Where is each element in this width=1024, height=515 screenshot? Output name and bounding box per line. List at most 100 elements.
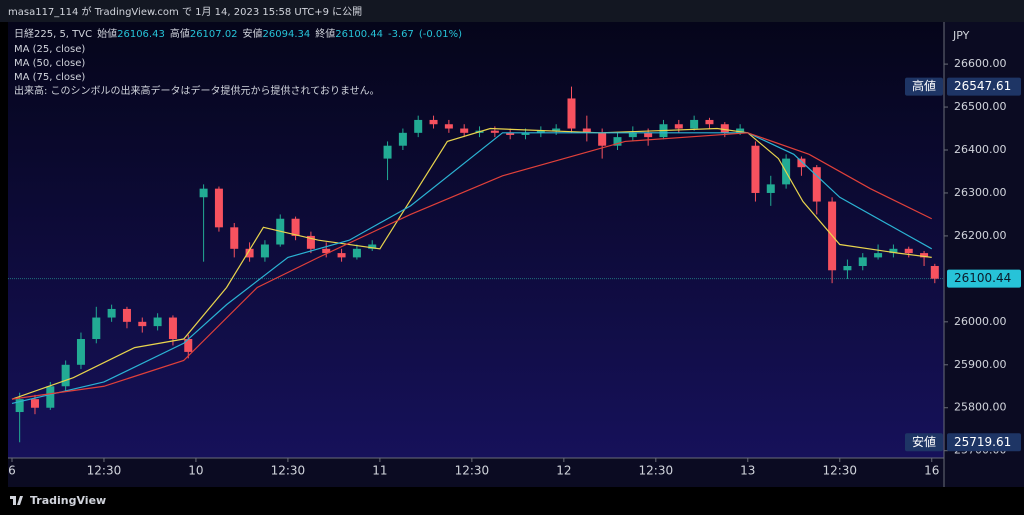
ma-line — [11, 132, 933, 400]
candle-body — [30, 399, 39, 408]
ma-line — [11, 127, 932, 400]
legend-item: 安値 — [243, 27, 263, 40]
legend-item: (-0.01%) — [419, 29, 462, 40]
marker-box — [947, 433, 1021, 452]
candle-body — [598, 132, 607, 146]
candle-body — [414, 119, 423, 133]
legend-item: -3.67 — [388, 29, 414, 40]
candle-body — [582, 128, 591, 133]
candle-body — [874, 253, 883, 258]
candle-body — [644, 132, 653, 138]
candle-body — [92, 317, 101, 340]
candle-body — [122, 308, 131, 322]
candle-body — [797, 158, 806, 168]
y-tick-label: 25900.00 — [954, 358, 1007, 371]
candle-body — [858, 257, 867, 266]
y-tick-label: 26000.00 — [954, 315, 1007, 328]
legend-item: 日経225, 5, TVC — [14, 27, 92, 40]
marker-label: 安値 — [912, 434, 936, 449]
candle-body — [260, 244, 269, 258]
candle-body — [843, 265, 852, 271]
candle-body — [506, 132, 515, 135]
top-bar — [0, 0, 1024, 22]
candle-body — [444, 124, 453, 129]
candle-body — [720, 124, 729, 133]
legend-ohlc: 日経225, 5, TVC 始値26106.43 高値26107.02 安値26094… — [14, 27, 462, 40]
x-tick-label: 12:30 — [639, 464, 674, 478]
x-tick-label: 10 — [188, 464, 203, 478]
candle-body — [736, 128, 745, 133]
candle-body — [889, 248, 898, 254]
candle-body — [214, 188, 223, 228]
time-axis — [8, 458, 944, 487]
candle-body — [168, 317, 177, 340]
candle-body — [76, 339, 85, 365]
y-tick-label: 26600.00 — [954, 57, 1007, 70]
candle-body — [184, 339, 193, 352]
y-tick-label: 26400.00 — [954, 143, 1007, 156]
brand: TradingView — [30, 494, 106, 507]
candle-body — [751, 145, 760, 193]
y-tick-label: 26500.00 — [954, 100, 1007, 113]
legend-item: 始値 — [97, 27, 117, 40]
candle-body — [552, 128, 561, 131]
x-tick-label: 16 — [924, 464, 939, 478]
candle-body — [460, 128, 469, 133]
legend-item: 26106.43 — [117, 29, 165, 40]
x-tick-label: 6 — [8, 464, 16, 478]
candle-body — [153, 317, 162, 327]
legend-indicator: MA (50, close) — [14, 58, 85, 69]
y-tick-label: 26300.00 — [954, 186, 1007, 199]
candle-body — [490, 130, 499, 133]
candle-body — [613, 137, 622, 146]
legend-item: 26094.34 — [263, 29, 311, 40]
plot-area — [8, 22, 944, 458]
x-tick-label: 12:30 — [822, 464, 857, 478]
candle-body — [904, 248, 913, 254]
candle-body — [429, 119, 438, 125]
ma-line — [11, 132, 933, 405]
candle-body — [199, 188, 208, 198]
legend-item: 26100.44 — [335, 29, 383, 40]
candle-body — [15, 399, 24, 413]
x-tick-label: 11 — [372, 464, 387, 478]
candle-body — [230, 227, 239, 249]
x-tick-label: 12:30 — [271, 464, 306, 478]
candle-body — [920, 253, 929, 258]
candle-body — [536, 130, 545, 133]
candle-body — [306, 235, 315, 249]
candle-body — [61, 364, 70, 387]
publish-info: masa117_114 が TradingView.com で 1月 14, 2… — [8, 5, 362, 18]
candle-body — [521, 132, 530, 135]
candle-body — [705, 119, 714, 125]
x-tick-label: 12:30 — [455, 464, 490, 478]
volume-note: 出来高: このシンボルの出来高データはデータ提供元から提供されておりません。 — [14, 84, 380, 97]
candle-body — [291, 218, 300, 236]
candle-body — [352, 248, 361, 258]
candle-body — [322, 248, 331, 254]
y-tick-label: 26200.00 — [954, 229, 1007, 242]
candle-body — [628, 132, 637, 138]
legend-indicator: MA (75, close) — [14, 72, 85, 83]
candle-body — [398, 132, 407, 146]
legend-item: 26107.02 — [190, 29, 238, 40]
brand-logo — [10, 496, 23, 505]
candle-body — [567, 98, 576, 129]
legend-item: 終値 — [315, 27, 335, 40]
marker-box — [947, 77, 1021, 96]
x-tick-label: 13 — [740, 464, 755, 478]
x-tick-label: 12:30 — [87, 464, 122, 478]
candle-body — [138, 321, 147, 327]
marker-value: 26547.61 — [954, 79, 1011, 93]
candle-body — [46, 386, 55, 408]
plot — [8, 86, 944, 443]
legend-item: 高値 — [170, 27, 190, 40]
candle-body — [930, 265, 939, 279]
last-price-box — [947, 269, 1021, 288]
candle-body — [337, 253, 346, 258]
candle-body — [245, 248, 254, 258]
x-tick-label: 12 — [556, 464, 571, 478]
candle-body — [368, 244, 377, 249]
